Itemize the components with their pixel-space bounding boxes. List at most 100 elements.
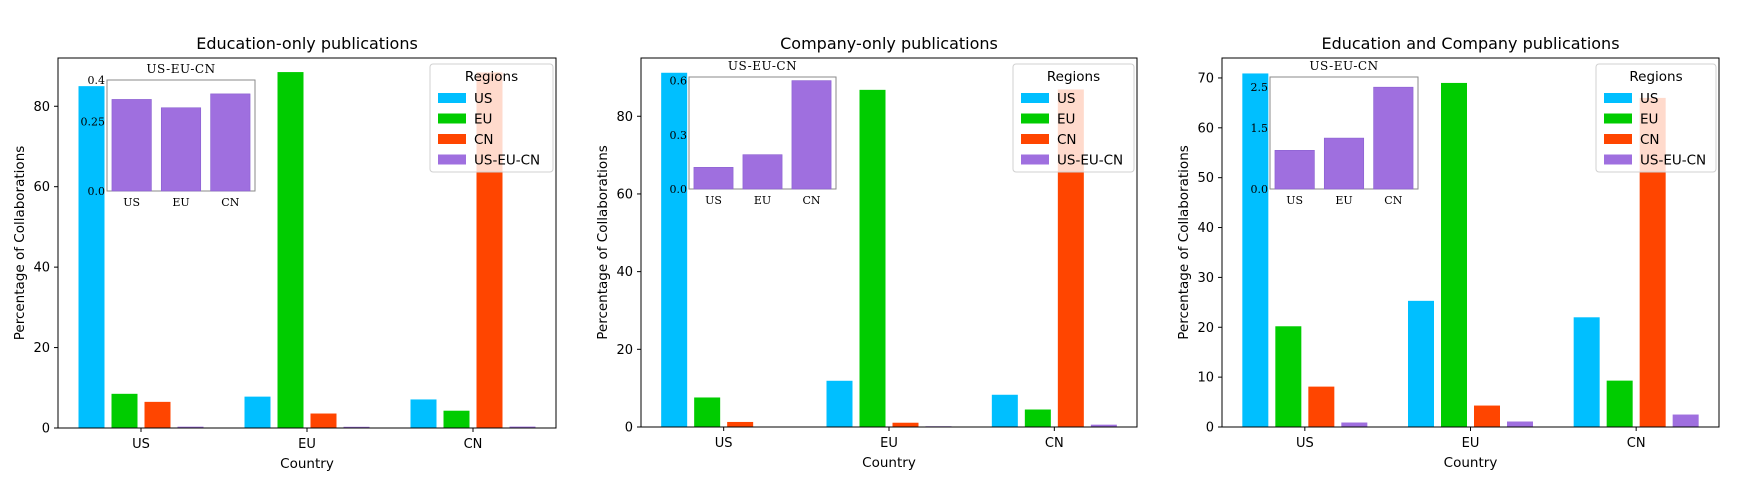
legend-label: US <box>474 91 492 107</box>
bar-us-eu-cn-cn <box>1090 424 1117 427</box>
y-tick-label: 60 <box>33 180 50 195</box>
bar-eu-us <box>1275 326 1302 427</box>
y-tick-label: 20 <box>616 343 633 358</box>
legend-swatch-cn <box>1604 134 1632 144</box>
inset-bar-eu <box>742 154 783 190</box>
bar-eu-us <box>694 397 721 427</box>
inset-y-tick-label: 0.3 <box>670 129 688 142</box>
bar-eu-cn <box>443 410 470 428</box>
x-axis-label: Country <box>280 456 334 472</box>
legend-label: US <box>1640 91 1658 107</box>
bar-us-eu <box>1408 300 1434 427</box>
inset-x-tick-label: CN <box>221 196 239 209</box>
legend-swatch-cn <box>438 134 466 144</box>
inset-x-tick-label: US <box>1286 194 1303 207</box>
bar-eu-cn <box>1024 409 1051 427</box>
y-tick-label: 30 <box>1197 271 1214 286</box>
legend-box <box>429 63 554 173</box>
y-axis-label: Percentage of Collaborations <box>12 146 28 341</box>
inset-y-tick-label: 0.25 <box>81 116 106 129</box>
y-tick-label: 50 <box>1197 171 1214 186</box>
inset-title: US-EU-CN <box>1309 59 1378 73</box>
inset-y-tick-label: 0.0 <box>88 185 106 198</box>
y-tick-label: 80 <box>616 110 633 125</box>
bar-us-eu-cn-eu <box>1507 421 1533 427</box>
chart-title: Education-only publications <box>196 34 418 53</box>
inset-bar-us <box>693 167 734 190</box>
x-tick-label: US <box>715 436 733 451</box>
inset-bar-eu <box>1323 137 1365 190</box>
bar-cn-eu <box>892 422 919 427</box>
inset-x-tick-label: EU <box>754 194 771 207</box>
inset-x-tick-label: EU <box>172 196 189 209</box>
y-tick-label: 60 <box>1197 121 1214 136</box>
inset-x-tick-label: EU <box>1335 194 1352 207</box>
legend-label: EU <box>1057 112 1075 128</box>
bar-us-eu-cn-eu <box>343 426 370 428</box>
bar-cn-eu <box>1474 405 1500 427</box>
legend-title: Regions <box>465 69 518 85</box>
legend-swatch-eu <box>438 113 466 124</box>
inset-y-tick-label: 0.6 <box>670 75 688 88</box>
legend-label: US-EU-CN <box>1640 153 1706 169</box>
legend-title: Regions <box>1629 69 1682 85</box>
inset-bar-cn <box>791 80 832 190</box>
y-tick-label: 40 <box>33 261 50 276</box>
legend-swatch-eu <box>1021 113 1049 124</box>
x-tick-label: EU <box>880 436 898 451</box>
legend-label: EU <box>474 112 492 128</box>
inset-bar-eu <box>160 107 202 192</box>
x-tick-label: EU <box>298 437 316 452</box>
bar-eu-us <box>111 393 138 428</box>
inset-y-tick-label: 0.4 <box>88 74 106 87</box>
legend: Regions US EU CN US-EU-CN <box>1012 63 1135 173</box>
y-axis-label: Percentage of Collaborations <box>595 145 611 340</box>
legend-label: US-EU-CN <box>1057 153 1123 169</box>
bar-us-us <box>1242 73 1269 428</box>
inset-bar-cn <box>1373 86 1414 190</box>
bar-cn-us <box>144 401 171 428</box>
x-tick-label: US <box>1296 436 1314 451</box>
x-axis-label: Country <box>1444 455 1498 471</box>
bar-us-eu <box>244 396 271 428</box>
y-tick-label: 40 <box>616 265 633 280</box>
legend-box <box>1012 63 1135 173</box>
legend-swatch-cn <box>1021 134 1049 144</box>
inset-chart: US EU CN 0.0 0.25 0.4 US-EU-CN <box>81 62 256 209</box>
chart-title: Company-only publications <box>780 34 998 53</box>
inset-chart: US EU CN 0.0 1.5 2.5 US-EU-CN <box>1251 59 1419 207</box>
x-tick-label: CN <box>1627 436 1646 451</box>
inset-x-tick-label: US <box>705 194 722 207</box>
chart-panel-3: 0 10 20 30 40 50 60 70 US EU CN Education and Compa… <box>1176 34 1720 471</box>
legend-label: US-EU-CN <box>474 153 540 169</box>
bar-cn-us <box>727 421 754 427</box>
x-tick-label: EU <box>1462 436 1480 451</box>
x-axis-label: Country <box>862 455 916 471</box>
legend: Regions US EU CN US-EU-CN <box>1595 63 1717 173</box>
legend-swatch-us <box>1021 93 1049 103</box>
y-tick-label: 40 <box>1197 221 1214 236</box>
bar-us-eu-cn-cn <box>509 426 536 428</box>
legend-label: EU <box>1640 112 1658 128</box>
y-tick-label: 0 <box>1206 421 1214 436</box>
x-tick-label: US <box>132 437 150 452</box>
chart-title: Education and Company publications <box>1321 34 1619 53</box>
bar-us-eu <box>826 380 853 427</box>
bar-us-cn <box>1573 317 1600 427</box>
bar-cn-us <box>1308 386 1335 427</box>
bar-us-us <box>78 86 105 429</box>
legend-swatch-us-eu-cn <box>1021 154 1049 165</box>
inset-y-tick-label: 2.5 <box>1251 81 1269 94</box>
y-axis-label: Percentage of Collaborations <box>1176 145 1192 340</box>
legend-box <box>1595 63 1717 173</box>
legend-label: CN <box>1057 132 1077 148</box>
bar-us-us <box>661 72 688 427</box>
inset-x-tick-label: CN <box>1384 194 1402 207</box>
y-tick-label: 80 <box>33 100 50 115</box>
y-tick-label: 20 <box>33 341 50 356</box>
legend-label: CN <box>1640 132 1660 148</box>
inset-title: US-EU-CN <box>728 59 797 73</box>
bar-eu-cn <box>1606 380 1633 427</box>
legend-swatch-us-eu-cn <box>438 154 466 165</box>
